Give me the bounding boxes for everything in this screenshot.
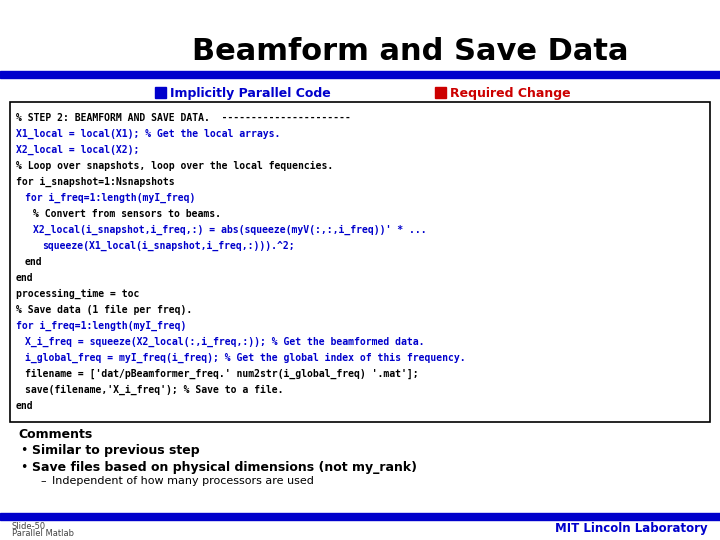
- Text: –: –: [40, 476, 45, 486]
- Text: •: •: [20, 444, 27, 457]
- Text: end: end: [24, 257, 42, 267]
- Text: X1_local = local(X1); % Get the local arrays.: X1_local = local(X1); % Get the local ar…: [16, 129, 280, 139]
- Text: Slide-50: Slide-50: [12, 522, 46, 531]
- Text: X_i_freq = squeeze(X2_local(:,i_freq,:)); % Get the beamformed data.: X_i_freq = squeeze(X2_local(:,i_freq,:))…: [24, 337, 424, 347]
- Text: processing_time = toc: processing_time = toc: [16, 289, 140, 299]
- Text: MIT Lincoln Laboratory: MIT Lincoln Laboratory: [555, 522, 708, 535]
- Text: % Loop over snapshots, loop over the local fequencies.: % Loop over snapshots, loop over the loc…: [16, 161, 333, 171]
- Text: Independent of how many processors are used: Independent of how many processors are u…: [52, 476, 314, 486]
- Text: end: end: [16, 273, 34, 283]
- Text: Required Change: Required Change: [450, 86, 571, 99]
- Text: Parallel Matlab: Parallel Matlab: [12, 529, 74, 538]
- Text: for i_freq=1:length(myI_freq): for i_freq=1:length(myI_freq): [16, 321, 186, 331]
- Text: •: •: [20, 461, 27, 474]
- Bar: [0, 71, 720, 78]
- Text: Beamform and Save Data: Beamform and Save Data: [192, 37, 629, 66]
- Bar: [10, 102, 710, 422]
- Text: for i_freq=1:length(myI_freq): for i_freq=1:length(myI_freq): [24, 193, 195, 203]
- Text: Save files based on physical dimensions (not my_rank): Save files based on physical dimensions …: [32, 461, 417, 474]
- Text: Similar to previous step: Similar to previous step: [32, 444, 199, 457]
- Text: % Convert from sensors to beams.: % Convert from sensors to beams.: [33, 209, 221, 219]
- Text: end: end: [16, 401, 34, 411]
- Text: for i_snapshot=1:Nsnapshots: for i_snapshot=1:Nsnapshots: [16, 177, 175, 187]
- Text: Comments: Comments: [18, 428, 92, 441]
- Text: save(filename,'X_i_freq'); % Save to a file.: save(filename,'X_i_freq'); % Save to a f…: [24, 385, 283, 395]
- Text: X2_local = local(X2);: X2_local = local(X2);: [16, 145, 140, 155]
- Bar: [0, 513, 720, 520]
- Text: % Save data (1 file per freq).: % Save data (1 file per freq).: [16, 305, 192, 315]
- Text: i_global_freq = myI_freq(i_freq); % Get the global index of this frequency.: i_global_freq = myI_freq(i_freq); % Get …: [24, 353, 465, 363]
- Bar: [155, 87, 166, 98]
- Text: Implicitly Parallel Code: Implicitly Parallel Code: [170, 86, 330, 99]
- Text: filename = ['dat/pBeamformer_freq.' num2str(i_global_freq) '.mat'];: filename = ['dat/pBeamformer_freq.' num2…: [24, 369, 418, 379]
- Text: X2_local(i_snapshot,i_freq,:) = abs(squeeze(myV(:,:,i_freq))' * ...: X2_local(i_snapshot,i_freq,:) = abs(sque…: [33, 225, 427, 235]
- Text: squeeze(X1_local(i_snapshot,i_freq,:))).^2;: squeeze(X1_local(i_snapshot,i_freq,:))).…: [42, 241, 294, 251]
- Text: % STEP 2: BEAMFORM AND SAVE DATA.  ----------------------: % STEP 2: BEAMFORM AND SAVE DATA. ------…: [16, 113, 351, 123]
- Bar: [435, 87, 446, 98]
